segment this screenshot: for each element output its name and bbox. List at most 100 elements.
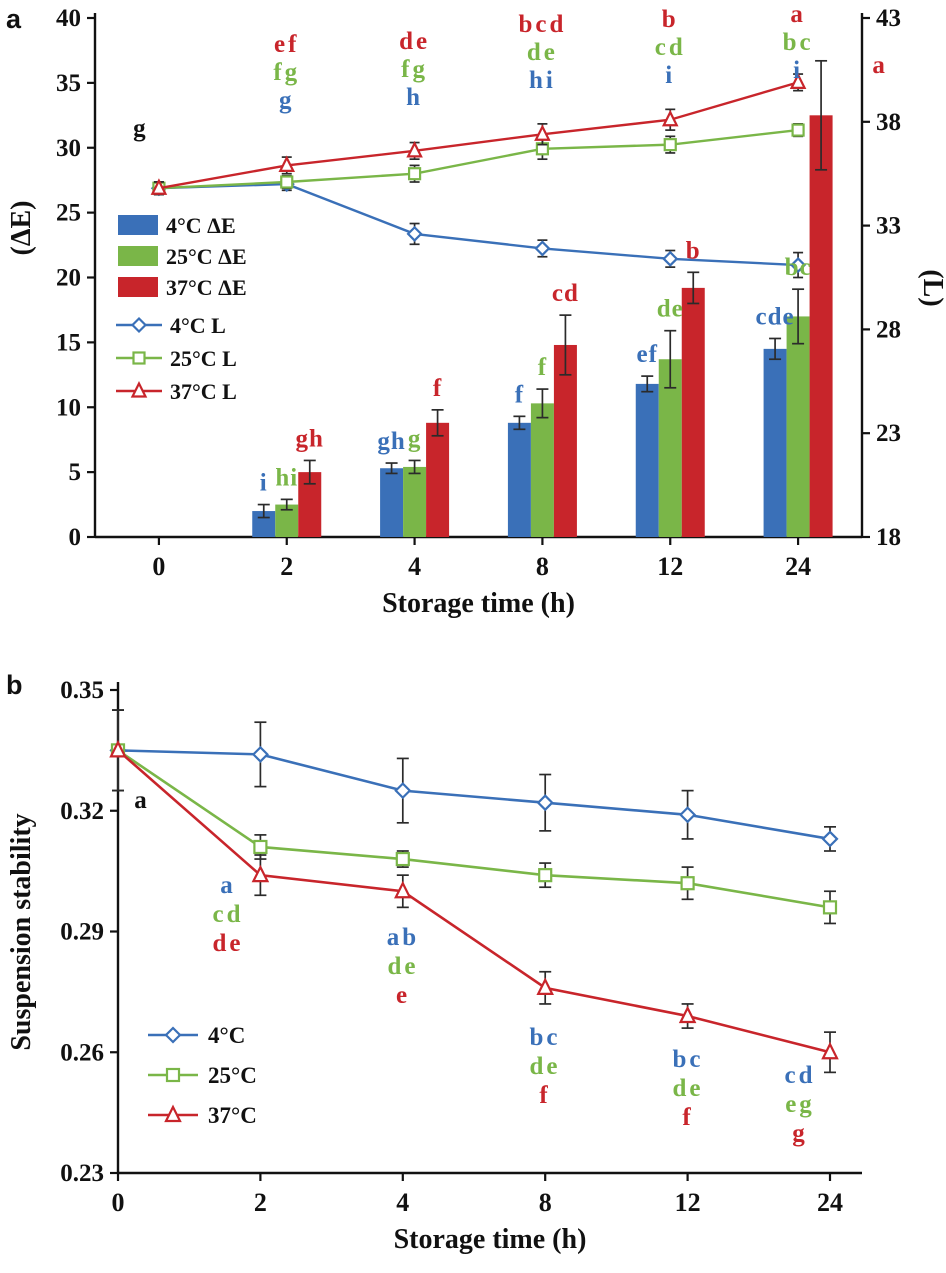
sig-letter: eg	[785, 1091, 815, 1118]
square-marker	[253, 839, 268, 855]
line-series-red	[117, 749, 831, 1054]
sig-letter: cd	[213, 901, 244, 928]
left-tick-label: 0	[69, 524, 82, 551]
diamond-marker	[251, 745, 269, 763]
left-tick-label: 25	[56, 200, 81, 227]
triangle-marker	[130, 381, 148, 398]
legend-label: 4°C	[208, 1023, 245, 1048]
square-marker	[538, 868, 553, 883]
sig-letter: de	[388, 953, 419, 980]
right-tick-label: 38	[876, 109, 901, 136]
bar-red	[426, 422, 450, 537]
sig-letter: bc	[673, 1046, 704, 1073]
diamond-marker	[534, 240, 551, 257]
triangle-marker	[661, 109, 679, 127]
sig-letter: f	[538, 354, 547, 381]
sig-letter: g	[279, 87, 295, 114]
sig-letter: de	[673, 1075, 704, 1102]
sig-letter: cd	[655, 34, 686, 61]
sig-letter: ef	[637, 341, 658, 368]
sig-letter: b	[686, 237, 701, 264]
sig-letter: bc	[530, 1024, 561, 1051]
sig-letter: g	[133, 115, 149, 142]
square-marker	[165, 1067, 181, 1083]
sig-letter: ef	[274, 31, 299, 58]
x-tick-label: 24	[817, 1188, 843, 1217]
legend-swatch-red	[118, 277, 158, 297]
bar-green	[275, 504, 299, 537]
sig-letter: f	[682, 1104, 693, 1131]
sig-letter: gh	[296, 425, 324, 452]
x-tick-label: 8	[539, 1188, 552, 1217]
right-tick-label: 33	[876, 213, 901, 240]
x-tick-label: 8	[536, 552, 549, 581]
triangle-marker	[789, 72, 807, 89]
x-tick-label: 2	[280, 552, 293, 581]
left-tick-label: 40	[56, 5, 81, 32]
triangle-marker	[821, 1041, 839, 1060]
left-tick-label: 20	[56, 265, 81, 292]
sig-letter: f	[515, 381, 524, 408]
triangle-marker	[150, 178, 168, 195]
sig-letter: a	[134, 787, 150, 814]
sig-letter: fg	[273, 59, 300, 86]
y-tick-label: 0.26	[60, 1039, 104, 1066]
bar-red	[681, 287, 705, 537]
legend-label: 4°C ΔE	[166, 213, 236, 238]
legend-swatch-green	[118, 246, 158, 266]
right-tick-label: 43	[876, 5, 901, 32]
diamond-marker	[130, 316, 148, 334]
sig-letter: g	[792, 1120, 808, 1147]
bar-green	[403, 466, 427, 537]
sig-letter: de	[527, 39, 558, 66]
right-tick-label: 28	[876, 316, 901, 343]
sig-letter: i	[260, 470, 268, 497]
diamond-marker	[406, 225, 423, 242]
diamond-marker	[536, 794, 554, 812]
sig-letter: de	[399, 28, 430, 55]
left-tick-label: 10	[56, 394, 81, 421]
line-series-red	[158, 81, 799, 190]
left-tick-label: 30	[56, 135, 81, 162]
x-tick-label: 0	[112, 1188, 125, 1217]
y-tick-label: 0.29	[60, 919, 104, 946]
legend-label: 37°C L	[170, 379, 237, 404]
legend-label: 25°C L	[170, 346, 237, 371]
bar-blue	[763, 348, 787, 537]
x-tick-label: 0	[152, 552, 165, 581]
sig-letter: a	[790, 1, 806, 28]
sig-letter: a	[872, 52, 886, 79]
sig-letter: de	[657, 296, 684, 323]
sig-letter: de	[213, 930, 244, 957]
sig-letter: fg	[401, 56, 428, 83]
sig-letter: f	[539, 1082, 550, 1109]
square-marker	[791, 123, 805, 137]
square-marker	[407, 167, 422, 181]
sig-letter: e	[396, 982, 410, 1009]
triangle-marker	[406, 140, 423, 158]
right-axis-title: (L)	[917, 269, 946, 306]
sig-letter: i	[665, 62, 675, 89]
sig-letter: f	[433, 375, 442, 402]
diamond-marker	[790, 256, 807, 274]
sig-letter: bc	[785, 254, 812, 281]
triangle-marker	[394, 880, 412, 899]
x-tick-label: 12	[657, 552, 683, 581]
bar-blue	[635, 383, 659, 537]
legend-label: 25°C	[208, 1063, 257, 1088]
y-tick-label: 0.23	[60, 1160, 104, 1187]
sig-letter: bc	[783, 29, 814, 56]
square-marker	[822, 900, 838, 915]
sig-letter: hi	[529, 67, 556, 94]
triangle-marker	[164, 1104, 182, 1123]
legend-label: 37°C ΔE	[166, 275, 247, 300]
diamond-marker	[679, 806, 697, 824]
y-tick-label: 0.32	[60, 798, 104, 825]
legend-label: 37°C	[208, 1103, 257, 1128]
sig-letter: b	[662, 6, 679, 33]
line-series-blue	[158, 182, 799, 267]
sig-letter: cde	[756, 303, 795, 330]
x-axis-title: Storage time (h)	[394, 1224, 587, 1255]
x-tick-label: 24	[785, 552, 811, 581]
